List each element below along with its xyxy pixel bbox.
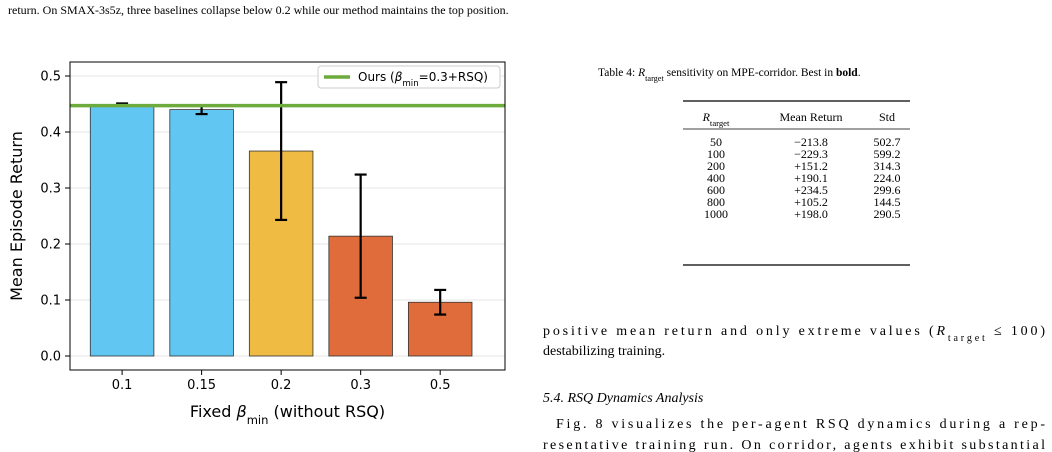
plot-frame — [69, 61, 506, 371]
text-segment: sensitivity on MPE-corridor. Best in — [664, 67, 836, 79]
y-tick-label: 0.2 — [40, 238, 61, 253]
table-header: Rtarget — [702, 110, 730, 128]
table-cell: 299.6 — [874, 183, 901, 197]
table-cell: +105.2 — [794, 195, 828, 209]
x-tick-label: 0.5 — [430, 378, 451, 393]
text-segment: Ours ( — [358, 70, 395, 84]
text-segment: R — [935, 324, 945, 339]
body-line: resentative training run. On corridor, a… — [543, 438, 1045, 452]
legend-box — [317, 65, 501, 89]
table-cell: +190.1 — [794, 171, 828, 185]
body-line: positive mean return and only extreme va… — [543, 324, 1045, 344]
y-axis-label: Mean Episode Return — [7, 131, 26, 301]
table-header: Std — [879, 110, 895, 124]
text-segment: Fixed — [190, 402, 237, 421]
table-cell: 144.5 — [874, 195, 901, 209]
caption-line: return. On SMAX-3s5z, three baselines co… — [8, 3, 509, 17]
table-cell: 1000 — [704, 207, 728, 221]
text-segment: . — [858, 67, 861, 79]
table-caption: Table 4: Rtarget sensitivity on MPE-corr… — [598, 67, 861, 83]
y-tick-label: 0.4 — [40, 126, 61, 141]
body-line: 5.4. RSQ Dynamics Analysis — [543, 391, 704, 406]
text-segment: β — [394, 70, 403, 84]
text-segment: 5.4. RSQ Dynamics Analysis — [543, 391, 704, 406]
y-tick-label: 0.0 — [40, 350, 61, 365]
text-segment: Std — [879, 110, 895, 124]
table-cell: −213.8 — [794, 135, 828, 149]
text-segment: bold — [836, 67, 858, 79]
text-segment: β — [235, 402, 246, 421]
bar — [89, 104, 155, 357]
text-segment: min — [247, 413, 269, 427]
y-tick-label: 0.5 — [40, 70, 61, 85]
text-segment: ≤ 100) — [988, 324, 1046, 339]
text-segment: Mean Return — [780, 110, 843, 124]
text-segment: resentative training run. On corridor, a… — [543, 438, 1045, 452]
x-axis-label: Fixed βmin (without RSQ) — [190, 402, 385, 427]
text-segment: positive mean return and only extreme va… — [543, 324, 934, 339]
text-segment: =0.3+RSQ) — [419, 70, 488, 84]
table-cell: 200 — [707, 159, 725, 173]
body-line: Fig. 8 visualizes the per-agent RSQ dyna… — [556, 417, 1045, 432]
table-cell: 100 — [707, 147, 725, 161]
text-segment: min — [402, 79, 418, 89]
x-tick-label: 0.1 — [112, 378, 133, 393]
table-cell: 224.0 — [874, 171, 901, 185]
table-cell: +151.2 — [794, 159, 828, 173]
x-tick-label: 0.2 — [271, 378, 292, 393]
text-segment: (without RSQ) — [268, 402, 385, 421]
table-cell: 502.7 — [874, 135, 901, 149]
table-cell: 314.3 — [874, 159, 901, 173]
table-cell: 50 — [710, 135, 722, 149]
table-cell: 800 — [707, 195, 725, 209]
text-segment: Table 4: — [598, 67, 638, 79]
legend-label: Ours (βmin=0.3+RSQ) — [358, 70, 488, 89]
text-segment: Fig. 8 visualizes the per-agent RSQ dyna… — [556, 417, 1045, 432]
x-tick-label: 0.3 — [350, 378, 371, 393]
table-cell: 600 — [707, 183, 725, 197]
text-segment: target — [645, 74, 664, 83]
y-tick-label: 0.3 — [40, 182, 61, 197]
bar — [169, 109, 234, 357]
y-tick-label: 0.1 — [40, 294, 61, 309]
table-cell: 599.2 — [874, 147, 901, 161]
body-line: destabilizing training. — [543, 344, 665, 359]
table-cell: 400 — [707, 171, 725, 185]
text-segment: destabilizing training. — [543, 344, 665, 359]
table-cell: +234.5 — [794, 183, 828, 197]
text-segment: target — [710, 118, 730, 128]
table-cell: −229.3 — [794, 147, 828, 161]
text-segment: target — [948, 333, 985, 344]
table-header: Mean Return — [780, 110, 843, 124]
table-cell: 290.5 — [874, 207, 901, 221]
x-tick-label: 0.15 — [187, 378, 216, 393]
text-segment: R — [637, 67, 645, 79]
table-cell: +198.0 — [794, 207, 828, 221]
text-segment: R — [702, 110, 711, 124]
